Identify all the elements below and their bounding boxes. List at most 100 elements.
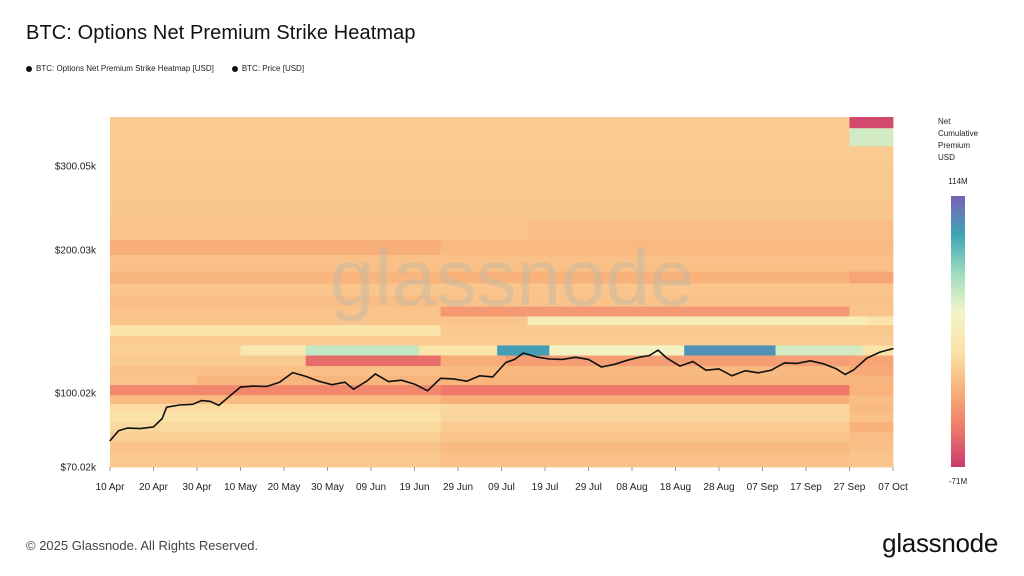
heatmap-cell (440, 452, 850, 468)
price-point (657, 349, 659, 351)
x-tick-label: 27 Sep (834, 482, 866, 493)
copyright-footer: © 2025 Glassnode. All Rights Reserved. (26, 538, 259, 553)
heatmap-cell (440, 395, 850, 405)
heatmap-cell (110, 295, 441, 307)
heatmap-cell (440, 325, 894, 337)
price-point (731, 375, 733, 377)
price-point (305, 375, 307, 377)
price-point (166, 406, 168, 408)
x-tick-label: 10 May (224, 482, 257, 493)
price-point (505, 361, 507, 364)
heatmap-cell (197, 375, 894, 386)
heatmap-cell (849, 412, 894, 423)
heatmap-cell (849, 117, 894, 129)
x-tick-label: 09 Jul (488, 482, 515, 493)
x-tick-label: 09 Jun (356, 482, 386, 493)
heatmap-cell (110, 325, 441, 337)
heatmap-cell (849, 355, 894, 367)
heatmap-cell (527, 316, 868, 326)
price-point (892, 348, 894, 350)
legend-label: BTC: Price [USD] (241, 64, 305, 73)
price-point (192, 403, 194, 405)
price-point (353, 388, 355, 390)
heatmap-cell (440, 366, 850, 376)
price-point (231, 393, 233, 395)
heatmap-cell (110, 283, 894, 297)
price-series (109, 347, 894, 442)
price-point (139, 428, 141, 430)
heatmap-cell (775, 345, 863, 356)
price-point (679, 365, 681, 367)
legend: BTC: Options Net Premium Strike Heatmap … (26, 64, 304, 73)
x-tick-label: 20 May (268, 482, 301, 493)
colorbar-gradient (951, 196, 965, 467)
heatmap-cell (849, 306, 894, 317)
heatmap-cell (110, 316, 528, 326)
x-axis: 10 Apr 20 Apr 30 Apr 10 May 20 May 30 May 09 J… (96, 467, 908, 493)
legend-item-heatmap[interactable]: BTC: Options Net Premium Strike Heatmap … (26, 64, 214, 73)
price-point (109, 440, 111, 442)
heatmap-cell (440, 403, 850, 414)
x-tick-label: 19 Jul (532, 482, 559, 493)
price-point (822, 363, 825, 365)
colorbar-title: USD (938, 153, 955, 162)
y-tick-label: $300.05k (55, 161, 97, 172)
price-point (279, 381, 281, 383)
price-point (757, 372, 759, 374)
heatmap-cell (110, 117, 850, 129)
price-point (479, 375, 481, 377)
x-tick-label: 29 Jul (575, 482, 602, 493)
heatmap-cell (110, 395, 441, 405)
heatmap-cell (862, 345, 894, 356)
heatmap-cell (110, 452, 441, 468)
heatmap-cell (305, 355, 441, 367)
x-tick-label: 17 Sep (790, 482, 822, 493)
price-point (318, 380, 320, 382)
price-point (835, 368, 838, 370)
heatmap-cell (110, 403, 441, 414)
price-point (218, 404, 220, 406)
legend-label: BTC: Options Net Premium Strike Heatmap … (36, 64, 214, 73)
heatmap-cell (849, 366, 894, 376)
price-point (548, 358, 551, 360)
heatmap-cell (110, 239, 441, 256)
price-point (600, 366, 603, 368)
price-point (692, 360, 694, 363)
heatmap-cell (849, 452, 894, 468)
heatmap-cell (497, 345, 550, 356)
heatmap-cell (110, 220, 528, 241)
heatmap-cell (110, 306, 441, 317)
price-point (152, 426, 155, 428)
price-point (344, 381, 346, 383)
heatmap-cell (849, 385, 894, 396)
heatmap-cell (440, 355, 507, 367)
heatmap-cell (684, 345, 776, 356)
y-tick-label: $70.02k (60, 463, 97, 474)
heatmap-cell (110, 375, 198, 386)
x-tick-label: 30 May (311, 482, 344, 493)
price-point (118, 430, 120, 432)
heatmap-cell (110, 366, 441, 376)
price-point (627, 359, 629, 361)
heatmap-cell (110, 255, 894, 273)
heatmap-cell (440, 385, 850, 396)
heatmap-cell (110, 442, 441, 454)
heatmap-cell (110, 271, 441, 284)
heatmap-cell (110, 385, 441, 396)
heatmap-cell (110, 345, 241, 356)
heatmap-cell (849, 271, 894, 284)
heatmap-cell (505, 355, 850, 367)
heatmap-cell (440, 271, 850, 284)
heatmap-cell (866, 316, 894, 326)
heatmap-cell (849, 403, 894, 414)
heatmap-cell (440, 295, 894, 307)
y-tick-label: $200.03k (55, 245, 97, 256)
price-point (440, 377, 442, 379)
colorbar-title: Net (938, 117, 951, 126)
price-point (514, 358, 516, 360)
legend-item-price[interactable]: BTC: Price [USD] (231, 64, 305, 73)
heatmap-cell (110, 146, 894, 167)
x-tick-label: 28 Aug (703, 482, 734, 493)
price-point (209, 400, 211, 402)
